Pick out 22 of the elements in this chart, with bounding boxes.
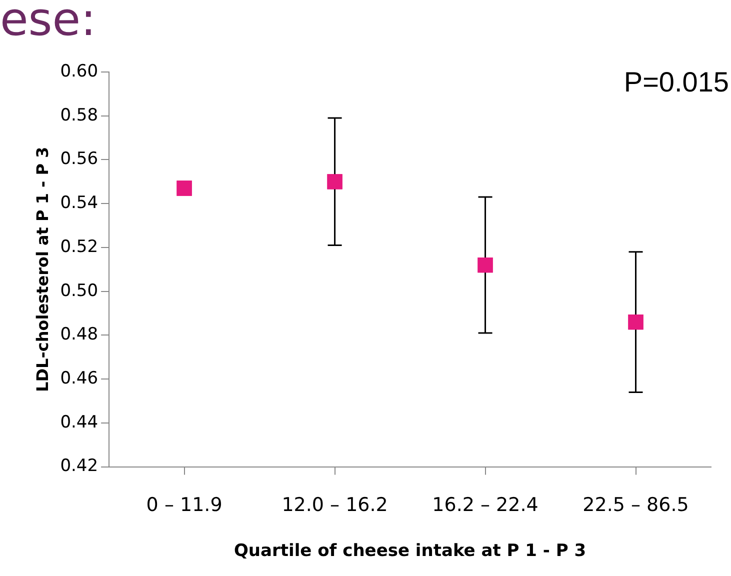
point: [478, 257, 493, 273]
x-axis-title: Quartile of cheese intake at P 1 - P 3: [234, 541, 586, 562]
y-tick-label: 0.58: [60, 105, 98, 126]
y-tick-label: 0.60: [60, 61, 98, 82]
y-tick-label: 0.52: [60, 236, 98, 257]
y-tick-label: 0.42: [60, 456, 98, 476]
y-tick-label: 0.56: [60, 149, 98, 170]
y-tick-label: 0.46: [60, 368, 98, 388]
y-tick-label: 0.44: [60, 412, 98, 432]
annotation: P=0.015: [624, 66, 729, 98]
chart-title: ese:: [0, 0, 96, 46]
point: [327, 174, 342, 190]
y-tick-label: 0.50: [60, 280, 98, 301]
x-tick-label: 16.2 – 22.4: [432, 494, 538, 516]
x-tick-label: 0 – 11.9: [146, 494, 222, 516]
y-tick-label: 0.54: [60, 193, 98, 214]
x-tick-label: 12.0 – 16.2: [282, 494, 388, 516]
x-tick-label: 22.5 – 86.5: [582, 494, 689, 516]
y-axis-title: LDL-cholesterol at P 1 - P 3: [32, 146, 52, 392]
point: [176, 180, 192, 196]
y-tick-label: 0.48: [60, 324, 98, 345]
point: [628, 314, 644, 330]
